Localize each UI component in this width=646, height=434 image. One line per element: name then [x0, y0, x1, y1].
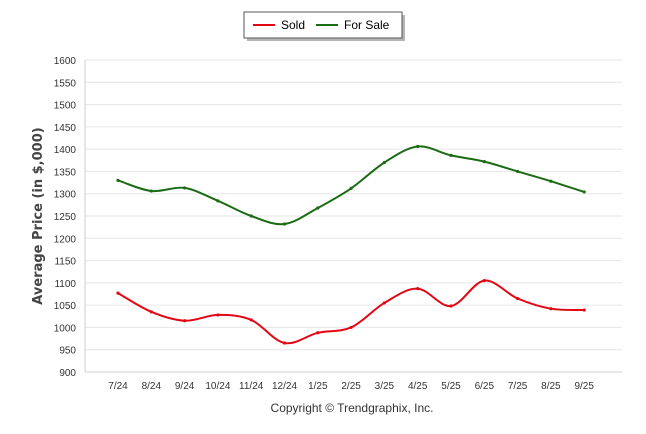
data-point-for-sale [482, 160, 486, 164]
data-point-for-sale [582, 190, 586, 194]
y-tick-label: 1400 [54, 145, 77, 156]
series-line-sold [117, 279, 585, 345]
data-point-sold [216, 313, 220, 317]
data-point-sold [582, 308, 586, 312]
data-point-sold [549, 307, 553, 311]
x-tick-label: 12/24 [272, 381, 297, 392]
x-tick-label: 10/24 [205, 381, 230, 392]
data-point-for-sale [149, 189, 153, 193]
data-point-for-sale [449, 153, 453, 157]
legend-label-for-sale: For Sale [344, 18, 390, 32]
x-tick-label: 7/25 [508, 381, 528, 392]
data-point-sold [149, 310, 153, 314]
data-point-for-sale [549, 179, 553, 183]
data-point-sold [282, 341, 287, 345]
data-point-for-sale [316, 206, 320, 210]
data-point-for-sale [216, 199, 220, 203]
x-tick-label: 1/25 [308, 381, 328, 392]
data-point-for-sale [282, 222, 287, 226]
x-tick-label: 5/25 [441, 381, 461, 392]
data-point-sold [316, 331, 320, 335]
y-tick-label: 1050 [54, 301, 77, 312]
y-tick-label: 1300 [54, 190, 77, 201]
x-tick-label: 3/25 [375, 381, 395, 392]
y-tick-label: 1600 [54, 56, 77, 67]
data-point-for-sale [183, 186, 187, 190]
x-tick-label: 9/24 [175, 381, 195, 392]
y-tick-label: 1000 [54, 323, 77, 334]
legend: Sold For Sale [243, 11, 405, 41]
y-tick-label: 1500 [54, 101, 77, 112]
grid-lines [85, 59, 622, 351]
data-point-sold [449, 304, 453, 308]
data-point-sold [116, 291, 120, 295]
y-tick-label: 900 [59, 368, 76, 379]
data-point-sold [382, 301, 386, 305]
x-tick-label: 7/24 [108, 381, 128, 392]
data-point-sold [183, 319, 187, 323]
y-tick-labels: 900 950 1000 1050 1100 1150 1200 1250 1300 1350 14… [54, 56, 77, 379]
y-tick-label: 1550 [54, 78, 77, 89]
x-tick-label: 4/25 [408, 381, 428, 392]
y-axis-title: Average Price (in $,000) [31, 127, 46, 304]
data-point-for-sale [416, 144, 420, 149]
x-tick-label: 11/24 [239, 381, 264, 392]
x-tick-label: 8/25 [541, 381, 561, 392]
y-tick-label: 1350 [54, 167, 77, 178]
x-tick-label: 6/25 [475, 381, 495, 392]
y-tick-label: 950 [59, 346, 76, 357]
x-tick-label: 8/24 [142, 381, 162, 392]
series-line-for-sale [117, 145, 585, 226]
data-point-sold [349, 325, 353, 330]
data-point-for-sale [116, 178, 120, 182]
legend-label-sold: Sold [281, 18, 305, 32]
data-series [116, 144, 586, 345]
x-tick-label: 9/25 [574, 381, 594, 392]
data-point-for-sale [516, 169, 520, 174]
data-point-sold [516, 296, 520, 301]
data-point-sold [482, 279, 486, 283]
y-tick-label: 1200 [54, 234, 77, 245]
data-point-for-sale [349, 186, 353, 190]
axes [84, 60, 622, 373]
data-point-for-sale [249, 214, 253, 218]
y-tick-label: 1450 [54, 123, 77, 134]
data-point-sold [249, 318, 253, 322]
y-tick-label: 1150 [54, 257, 76, 268]
y-tick-label: 1100 [54, 279, 76, 290]
x-tick-label: 2/25 [341, 381, 361, 392]
copyright-credit: Copyright © Trendgraphix, Inc. [271, 401, 434, 415]
y-tick-label: 1250 [54, 212, 77, 223]
data-point-for-sale [382, 160, 386, 165]
x-tick-labels: 7/24 8/24 9/24 10/24 11/24 12/24 1/25 2/25 3/25 4… [108, 381, 594, 392]
data-point-sold [416, 287, 420, 291]
